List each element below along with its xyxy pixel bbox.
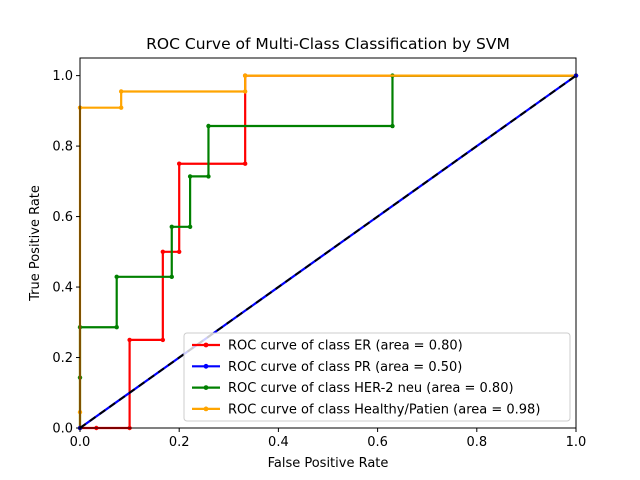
series-point xyxy=(242,89,248,94)
y-axis-ticks: 0.0 0.2 0.4 0.6 0.8 1.0 xyxy=(52,69,80,437)
legend-items: ROC curve of class ER (area = 0.80) ROC c… xyxy=(192,339,540,417)
legend-box xyxy=(183,332,571,422)
legend-swatch-marker xyxy=(203,406,209,412)
y-tick-label: 0.4 xyxy=(52,281,73,296)
series-point xyxy=(177,161,182,166)
series-point xyxy=(114,274,119,280)
series-point xyxy=(206,174,211,179)
series-point xyxy=(242,161,248,166)
x-tick-label: 1.0 xyxy=(566,435,587,450)
y-tick-label: 0.0 xyxy=(52,422,73,437)
x-tick-label: 0.0 xyxy=(70,435,91,450)
series-point xyxy=(177,249,182,255)
y-tick-label: 1.0 xyxy=(52,69,73,84)
series-line xyxy=(78,74,576,428)
reference-diagonal-line xyxy=(79,74,577,429)
legend-swatch-marker xyxy=(203,363,209,369)
series-point xyxy=(127,337,132,343)
y-axis-label: True Positive Rate xyxy=(28,185,43,302)
series-point xyxy=(206,123,211,129)
series-point xyxy=(242,73,248,78)
series-point xyxy=(114,325,119,330)
x-tick-label: 0.8 xyxy=(466,435,487,450)
series-point xyxy=(160,337,166,343)
y-tick-label: 0.6 xyxy=(52,210,73,225)
y-tick-label: 0.8 xyxy=(52,140,73,155)
legend-item: ROC curve of class ER (area = 0.80) xyxy=(192,339,463,354)
x-tick-label: 0.6 xyxy=(367,435,388,450)
x-axis-label: False Positive Rate xyxy=(268,456,389,471)
y-tick-label: 0.2 xyxy=(52,351,73,366)
x-tick-label: 0.2 xyxy=(169,435,190,450)
legend-swatch-marker xyxy=(203,342,209,348)
series-point xyxy=(169,274,174,280)
series-point xyxy=(118,105,124,110)
series-point xyxy=(169,224,174,229)
legend-item: ROC curve of class Healthy/Patien (area … xyxy=(192,402,540,417)
legend-label: ROC curve of class Healthy/Patien (area … xyxy=(228,402,540,417)
legend-label: ROC curve of class ER (area = 0.80) xyxy=(228,339,463,354)
axes-frame xyxy=(79,57,577,429)
legend: ROC curve of class ER (area = 0.80) ROC c… xyxy=(183,332,571,422)
series-point xyxy=(187,224,193,229)
series-point xyxy=(187,174,193,179)
x-axis-ticks: 0.0 0.2 0.4 0.6 0.8 1.0 xyxy=(70,428,587,450)
legend-item: ROC curve of class HER-2 neu (area = 0.8… xyxy=(192,381,514,396)
legend-label: ROC curve of class HER-2 neu (area = 0.8… xyxy=(228,381,514,396)
plot-area: 0.0 0.2 0.4 0.6 0.8 1.0 0.0 0.2 0.4 0.6 0.8 1.0 xyxy=(52,57,587,450)
chart-title: ROC Curve of Multi-Class Classification … xyxy=(146,35,510,53)
series-point xyxy=(390,123,395,129)
series-point xyxy=(160,249,166,255)
x-tick-label: 0.4 xyxy=(268,435,289,450)
legend-item: ROC curve of class PR (area = 0.50) xyxy=(192,360,462,375)
legend-swatch-marker xyxy=(203,385,209,390)
legend-label: ROC curve of class PR (area = 0.50) xyxy=(228,360,462,375)
series-point xyxy=(118,89,124,94)
